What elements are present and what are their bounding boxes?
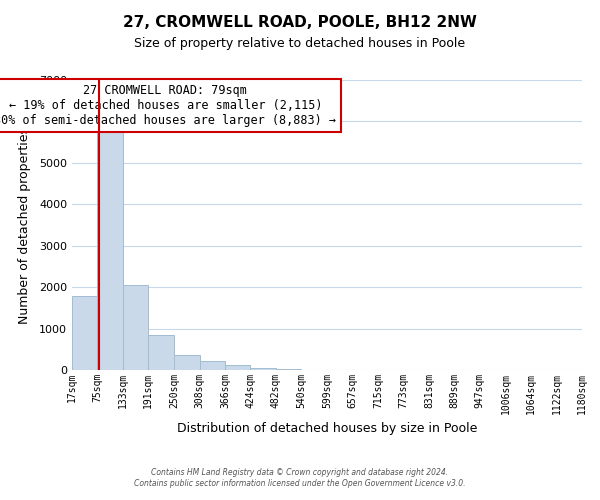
Bar: [97, 130, 123, 370]
X-axis label: Distribution of detached houses by size in Poole: Distribution of detached houses by size …: [177, 422, 477, 435]
Bar: [123, 284, 148, 370]
Bar: [200, 360, 225, 370]
Bar: [174, 354, 200, 370]
Text: Contains HM Land Registry data © Crown copyright and database right 2024.
Contai: Contains HM Land Registry data © Crown c…: [134, 468, 466, 487]
Bar: [72, 296, 97, 370]
Bar: [225, 366, 250, 370]
Text: 27, CROMWELL ROAD, POOLE, BH12 2NW: 27, CROMWELL ROAD, POOLE, BH12 2NW: [123, 15, 477, 30]
Text: Size of property relative to detached houses in Poole: Size of property relative to detached ho…: [134, 38, 466, 51]
Y-axis label: Number of detached properties: Number of detached properties: [17, 126, 31, 324]
Bar: [148, 335, 174, 370]
Text: 27 CROMWELL ROAD: 79sqm
← 19% of detached houses are smaller (2,115)
80% of semi: 27 CROMWELL ROAD: 79sqm ← 19% of detache…: [0, 84, 337, 127]
Bar: [250, 368, 276, 370]
Bar: [276, 369, 301, 370]
